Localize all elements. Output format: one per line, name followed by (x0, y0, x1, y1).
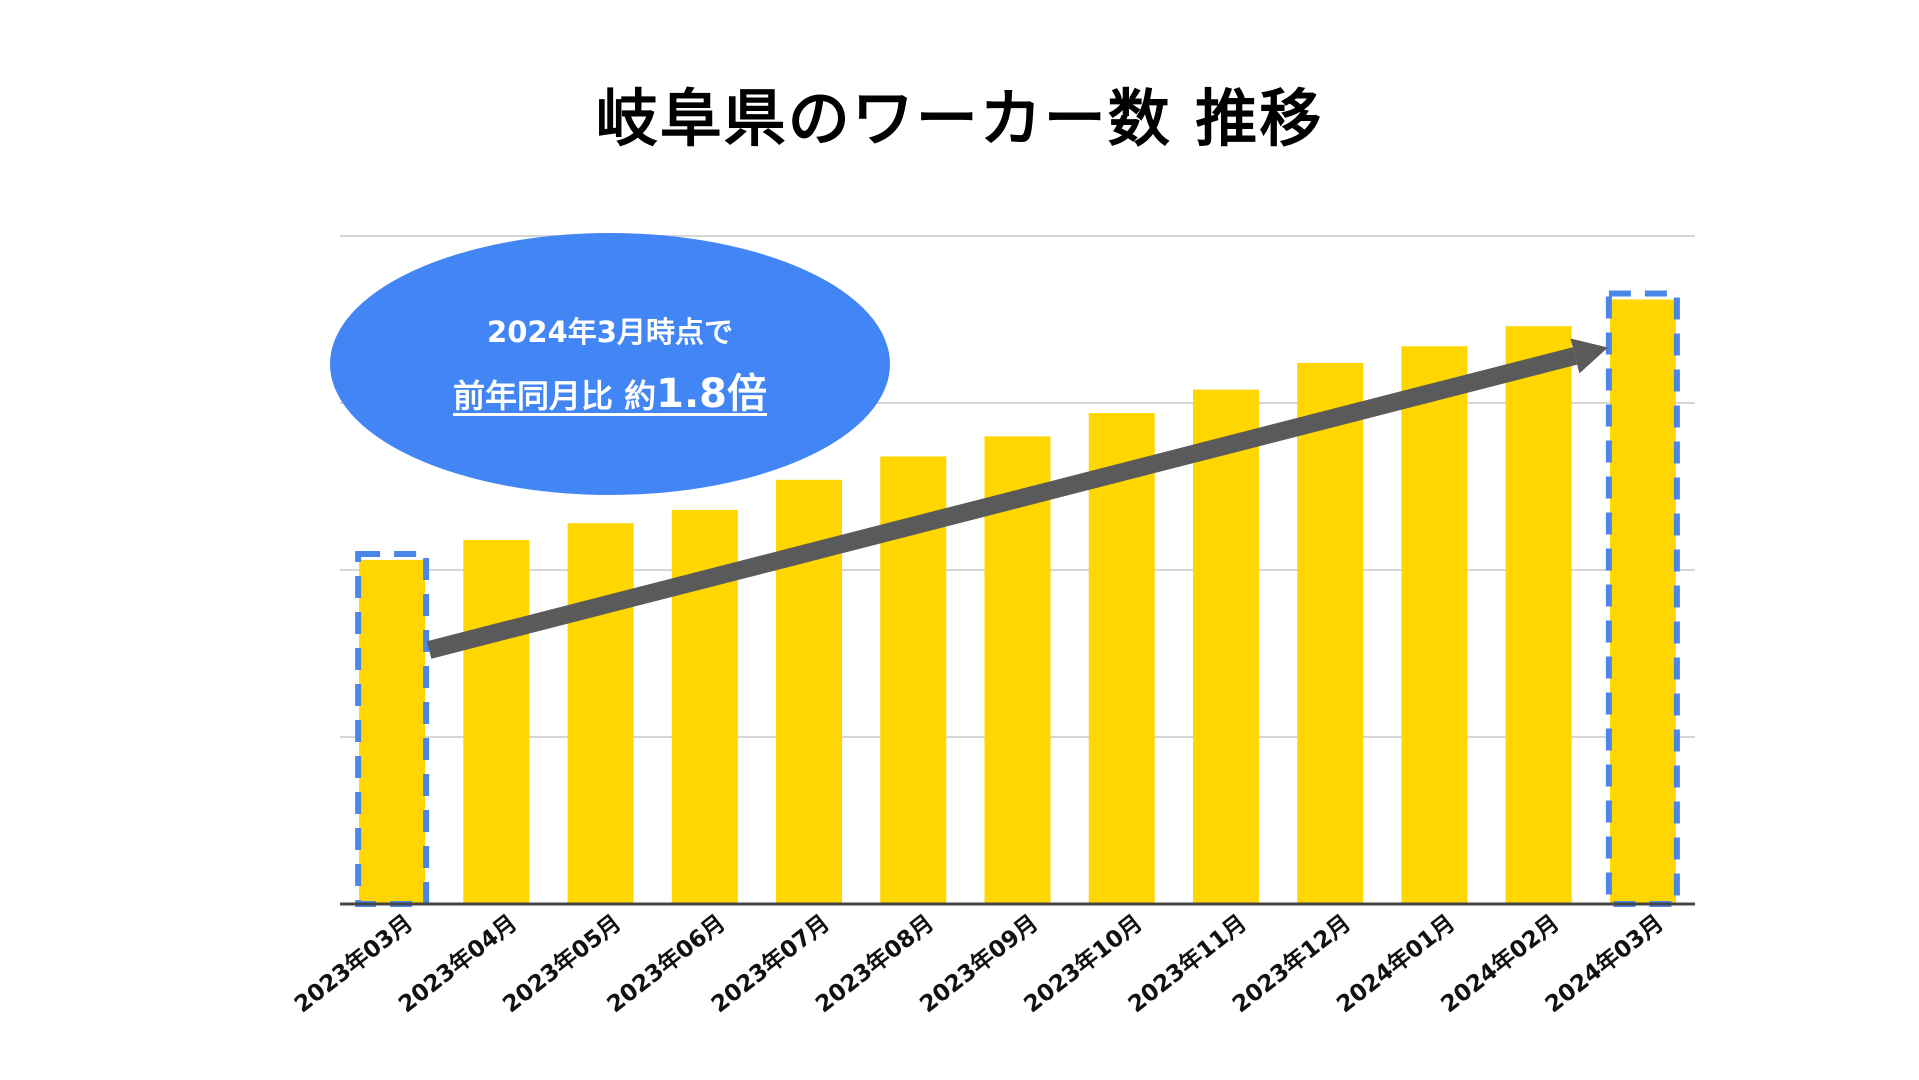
bar-2023年03月 (359, 559, 426, 904)
trend-arrow-shaft (426, 347, 1578, 659)
callout-ellipse: 2024年3月時点で 前年同月比 約1.8倍 (330, 233, 890, 495)
bar-2023年11月 (1192, 389, 1259, 904)
x-tick-labels: 2023年03月2023年04月2023年05月2023年06月2023年07月… (289, 909, 1668, 1018)
bar-2024年02月 (1505, 326, 1572, 904)
callout-line-2: 前年同月比 約1.8倍 (453, 361, 767, 419)
callout-value: 1.8倍 (656, 371, 767, 417)
bar-2024年01月 (1401, 346, 1468, 905)
trend-arrow (426, 338, 1608, 659)
chart-title: 岐阜県のワーカー数 推移 (595, 82, 1324, 155)
bar-2023年05月 (567, 523, 634, 904)
callout-line-1: 2024年3月時点で (487, 315, 733, 349)
bar-2023年04月 (463, 539, 530, 904)
bar-2024年03月 (1609, 299, 1676, 905)
bar-2023年12月 (1297, 362, 1364, 904)
bar-2023年10月 (1088, 413, 1155, 904)
bars (359, 299, 1676, 905)
bar-2023年09月 (984, 436, 1051, 904)
callout-prefix: 前年同月比 約 (452, 377, 657, 415)
highlight-box-2024年03月 (1605, 290, 1680, 907)
trend-arrow-head (1570, 338, 1608, 374)
